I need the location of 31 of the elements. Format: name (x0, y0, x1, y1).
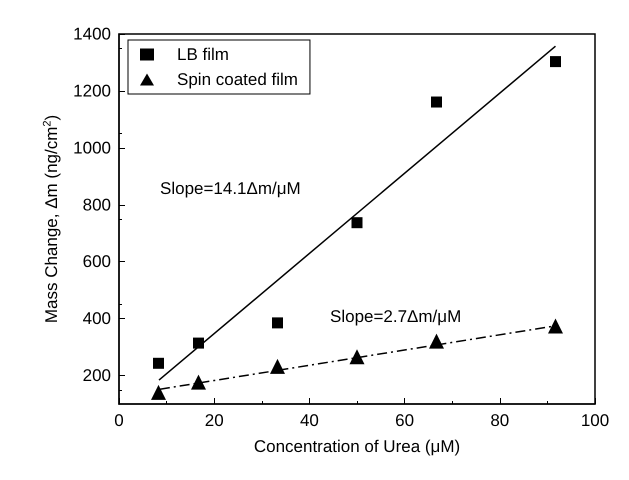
y-tick-label: 800 (82, 195, 111, 214)
x-tick-label: 100 (580, 411, 610, 430)
legend-label: Spin coated film (177, 70, 298, 89)
y-tick-label: 400 (82, 309, 111, 328)
point (350, 349, 364, 364)
x-axis-title: Concentration of Urea (μM) (254, 437, 460, 456)
point (272, 317, 284, 328)
point (192, 338, 204, 349)
y-axis-title: Mass Change, Δm (ng/cm2) (42, 114, 61, 324)
point (352, 217, 362, 228)
point (428, 334, 444, 349)
y-tick-label: 1400 (73, 24, 111, 44)
point (430, 96, 442, 108)
annotation: Slope=14.1Δm/μM (160, 179, 301, 198)
point (550, 56, 561, 68)
y-tick-label: 1200 (73, 81, 111, 100)
point (153, 358, 164, 369)
x-tick-label: 60 (395, 411, 414, 430)
point (548, 318, 563, 334)
x-tick-label: 0 (114, 411, 124, 430)
x-tick-label: 40 (300, 411, 319, 430)
point (151, 384, 166, 400)
x-tick-label: 20 (204, 411, 224, 430)
annotation: Slope=2.7Δm/μM (330, 307, 462, 326)
x-tick-label: 80 (490, 411, 510, 430)
point (270, 358, 286, 374)
y-tick-label: 1000 (73, 138, 111, 158)
y-tick-label: 200 (82, 366, 111, 386)
legend-label: LB film (177, 45, 229, 64)
y-tick-label: 600 (82, 252, 111, 272)
point (190, 374, 206, 390)
